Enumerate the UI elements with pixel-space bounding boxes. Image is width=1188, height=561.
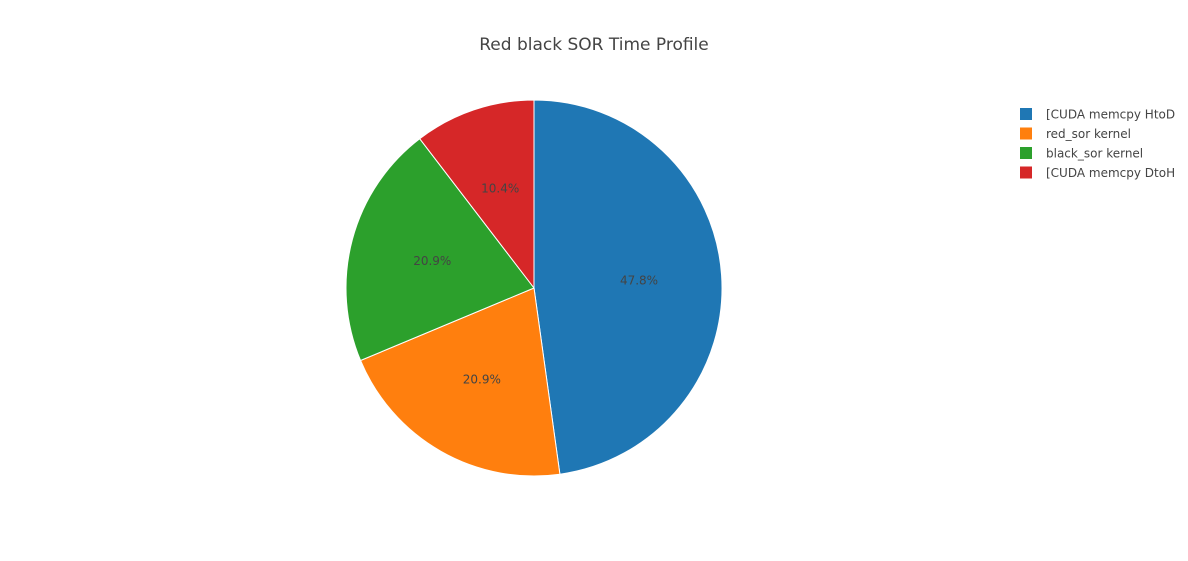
pie-slice-black-sor-kernel[interactable] [345,138,535,362]
legend-swatch-black-sor-kernel [1020,147,1032,159]
legend-label-cuda-memcpy-dtoh: [CUDA memcpy DtoH [1046,166,1175,180]
legend: [CUDA memcpy HtoD red_sor kernel black_sor… [1020,108,1175,180]
legend-swatch-red-sor-kernel [1020,127,1032,140]
legend-label-black-sor-kernel: black_sor kernel [1046,147,1143,161]
legend-item-cuda-memcpy-dtoh[interactable]: [CUDA memcpy DtoH [1020,166,1175,180]
pie-slice-red-sor-kernel[interactable] [359,287,561,477]
legend-swatch-cuda-memcpy-htod [1020,108,1032,120]
pie-slice-cuda-memcpy-htod[interactable] [533,99,723,475]
legend-swatch-cuda-memcpy-dtoh [1020,166,1032,179]
legend-item-red-sor-kernel[interactable]: red_sor kernel [1020,127,1131,141]
legend-label-cuda-memcpy-htod: [CUDA memcpy HtoD [1046,108,1175,122]
pie-slice-label-cuda-memcpy-htod: 47.8% [620,274,658,288]
pie-slice-cuda-memcpy-dtoh[interactable] [419,99,535,290]
pie-slice-label-black-sor-kernel: 20.9% [413,254,451,268]
pie-slice-label-red-sor-kernel: 20.9% [463,372,501,386]
legend-item-cuda-memcpy-htod[interactable]: [CUDA memcpy HtoD [1020,108,1175,122]
chart-title: Red black SOR Time Profile [479,35,708,55]
pie-slice-labels: 47.8% 20.9% 20.9% 10.4% [413,181,658,386]
legend-label-red-sor-kernel: red_sor kernel [1046,127,1131,141]
pie-slice-label-cuda-memcpy-dtoh: 10.4% [481,181,519,195]
pie-slices [345,99,723,477]
legend-item-black-sor-kernel[interactable]: black_sor kernel [1020,147,1143,161]
